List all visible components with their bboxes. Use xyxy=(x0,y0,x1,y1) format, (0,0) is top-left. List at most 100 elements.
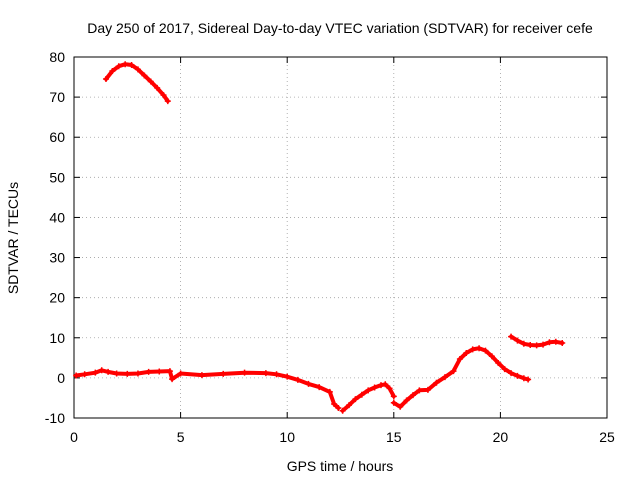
x-tick-label: 20 xyxy=(493,429,509,445)
series-segment-5 xyxy=(508,333,566,349)
data-point xyxy=(433,379,440,386)
x-axis-ticks: 0 5 10 15 20 25 xyxy=(70,57,615,445)
data-point xyxy=(273,371,280,378)
series-segment-4 xyxy=(390,345,532,410)
y-axis-ticks: -10 0 10 20 30 40 50 60 70 80 xyxy=(45,49,607,426)
data-point xyxy=(156,368,163,375)
y-tick-label: 20 xyxy=(49,290,65,306)
data-series xyxy=(73,61,566,414)
data-point xyxy=(147,78,154,85)
data-point xyxy=(476,345,483,352)
data-point xyxy=(134,66,141,73)
data-point xyxy=(145,368,152,375)
data-point xyxy=(305,380,312,387)
data-point xyxy=(525,376,532,383)
data-point xyxy=(365,387,372,394)
data-point xyxy=(331,400,338,407)
data-point xyxy=(403,397,410,404)
data-point xyxy=(316,384,323,391)
data-point xyxy=(533,342,540,349)
series-line xyxy=(74,368,341,410)
data-point xyxy=(495,360,502,367)
data-point xyxy=(456,356,463,363)
data-point xyxy=(527,341,534,348)
data-point xyxy=(378,382,385,389)
y-tick-label: 80 xyxy=(49,49,65,65)
y-tick-label: -10 xyxy=(45,410,65,426)
x-tick-label: 25 xyxy=(599,429,615,445)
data-point xyxy=(390,393,397,400)
data-point xyxy=(164,98,171,105)
x-tick-label: 5 xyxy=(177,429,185,445)
data-point xyxy=(294,376,301,383)
data-point xyxy=(166,368,173,375)
data-point xyxy=(122,61,129,68)
y-tick-label: 30 xyxy=(49,250,65,266)
data-point xyxy=(109,68,116,75)
series-line xyxy=(340,382,396,413)
data-point xyxy=(424,386,431,393)
y-tick-label: 50 xyxy=(49,169,65,185)
data-point xyxy=(352,396,359,403)
data-point xyxy=(177,370,184,377)
y-tick-label: 60 xyxy=(49,129,65,145)
data-point xyxy=(482,347,489,354)
data-point xyxy=(397,403,404,410)
data-point xyxy=(514,372,521,379)
data-point xyxy=(335,404,342,411)
series-line xyxy=(391,346,531,409)
x-axis-label: GPS time / hours xyxy=(287,458,394,474)
data-point xyxy=(284,373,291,380)
data-point xyxy=(520,340,527,347)
data-point xyxy=(241,369,248,376)
data-point xyxy=(346,402,353,409)
y-tick-label: 70 xyxy=(49,89,65,105)
data-point xyxy=(501,366,508,373)
y-tick-label: 0 xyxy=(57,370,65,386)
data-point xyxy=(326,388,333,395)
data-point xyxy=(73,372,80,379)
chart-title: Day 250 of 2017, Sidereal Day-to-day VTE… xyxy=(87,20,593,36)
data-point xyxy=(546,339,553,346)
series-segment-2 xyxy=(73,367,342,411)
data-point xyxy=(441,374,448,381)
data-point xyxy=(113,370,120,377)
data-point xyxy=(198,372,205,379)
data-point xyxy=(540,341,547,348)
data-point xyxy=(262,370,269,377)
series-segment-1 xyxy=(102,61,171,105)
data-point xyxy=(102,76,109,83)
y-axis-label: SDTVAR / TECUs xyxy=(5,182,21,294)
data-point xyxy=(508,333,515,340)
x-tick-label: 10 xyxy=(279,429,295,445)
y-tick-label: 40 xyxy=(49,209,65,225)
data-point xyxy=(124,370,131,377)
data-point xyxy=(358,391,365,398)
data-point xyxy=(160,92,167,99)
plot-frame xyxy=(73,56,608,419)
data-point xyxy=(469,346,476,353)
y-tick-label: 10 xyxy=(49,330,65,346)
data-point xyxy=(98,367,105,374)
data-point xyxy=(220,370,227,377)
x-tick-label: 15 xyxy=(386,429,402,445)
data-point xyxy=(169,376,176,383)
data-point xyxy=(115,63,122,70)
data-point xyxy=(154,84,161,91)
x-tick-label: 0 xyxy=(70,429,78,445)
data-point xyxy=(386,385,393,392)
data-point xyxy=(450,368,457,375)
data-point xyxy=(92,369,99,376)
grid xyxy=(74,57,607,418)
data-point xyxy=(128,62,135,69)
data-point xyxy=(134,370,141,377)
data-point xyxy=(390,399,397,406)
data-point xyxy=(141,72,148,79)
data-point xyxy=(409,392,416,399)
data-point xyxy=(559,339,566,346)
data-point xyxy=(508,370,515,377)
data-point xyxy=(416,387,423,394)
data-point xyxy=(371,384,378,391)
data-point xyxy=(514,337,521,344)
